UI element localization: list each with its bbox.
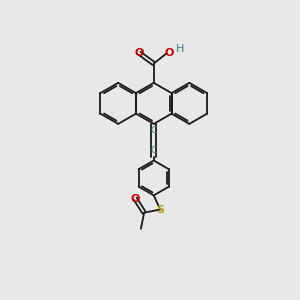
Text: C: C [151,146,157,155]
Text: O: O [135,48,144,58]
Text: O: O [130,194,140,204]
Text: H: H [176,44,184,55]
Text: S: S [156,205,164,214]
Text: C: C [151,126,157,135]
Text: O: O [164,48,174,58]
